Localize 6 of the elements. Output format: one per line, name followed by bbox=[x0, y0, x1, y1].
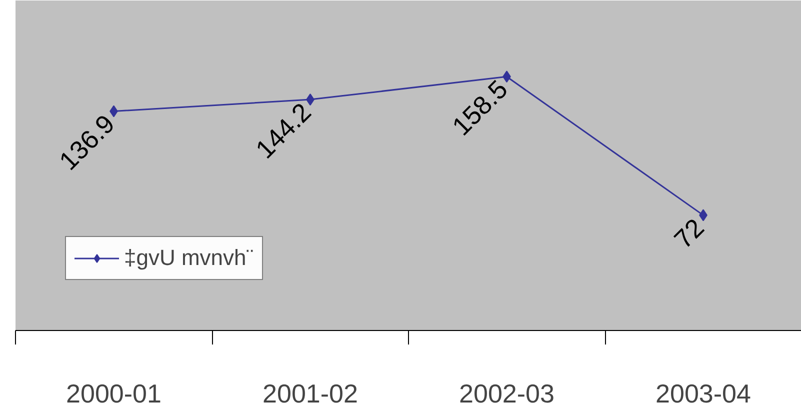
x-tick-label: 2002-03 bbox=[459, 378, 554, 408]
data-label: 72 bbox=[668, 212, 710, 254]
x-tick-label: 2003-04 bbox=[656, 378, 751, 408]
legend-label: ‡gvU mvnvh¨ bbox=[124, 245, 254, 271]
x-tick-label: 2001-02 bbox=[262, 378, 358, 408]
x-tick-label: 2000-01 bbox=[66, 378, 162, 408]
